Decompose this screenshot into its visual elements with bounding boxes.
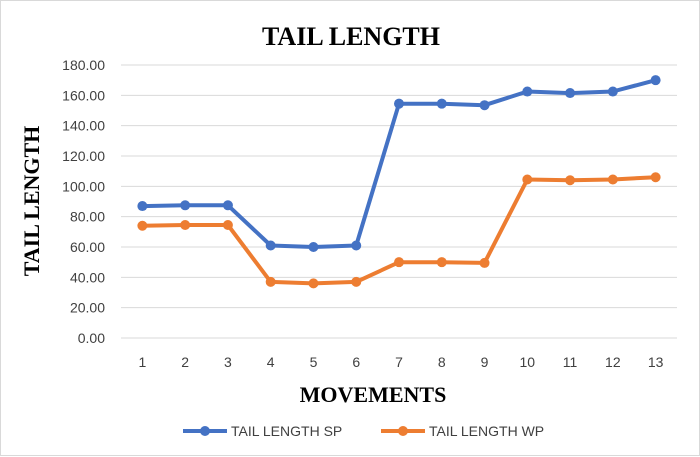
- data-point: [308, 278, 319, 289]
- chart-title: TAIL LENGTH: [262, 22, 440, 51]
- data-point: [565, 175, 576, 186]
- data-point: [479, 100, 490, 111]
- y-tick-label: 40.00: [70, 269, 105, 285]
- x-tick-label: 3: [224, 354, 232, 370]
- data-point: [394, 257, 404, 268]
- data-point: [265, 240, 276, 251]
- data-point: [308, 242, 319, 252]
- y-tick-label: 120.00: [62, 148, 105, 164]
- data-point: [222, 200, 233, 211]
- data-point: [565, 88, 576, 99]
- data-point: [650, 172, 661, 183]
- data-point: [394, 98, 404, 109]
- legend: TAIL LENGTH SP TAIL LENGTH WP: [183, 423, 544, 439]
- x-tick-label: 9: [481, 354, 489, 370]
- y-axis-ticks: 0.00 20.00 40.00 60.00 80.00 100.00 120.00 140.…: [62, 57, 105, 346]
- data-point: [436, 257, 447, 268]
- data-point: [650, 75, 661, 86]
- y-tick-label: 60.00: [70, 239, 105, 255]
- legend-swatch-marker: [398, 426, 408, 436]
- x-tick-label: 4: [267, 354, 275, 370]
- data-point: [607, 86, 618, 97]
- data-point: [351, 276, 362, 287]
- x-tick-label: 13: [648, 354, 664, 370]
- y-tick-label: 140.00: [62, 118, 105, 134]
- data-point: [137, 201, 148, 212]
- x-axis-ticks: 1 2 3 4 5 6 7 8 9 10 11 12 13: [138, 354, 663, 370]
- data-point: [180, 220, 191, 231]
- y-tick-label: 100.00: [62, 178, 105, 194]
- data-point: [436, 98, 447, 109]
- data-point: [522, 86, 533, 97]
- x-tick-label: 6: [352, 354, 360, 370]
- gridlines: [121, 64, 677, 339]
- legend-swatch-marker: [200, 426, 210, 436]
- x-tick-label: 10: [520, 354, 536, 370]
- x-tick-label: 11: [563, 354, 578, 370]
- data-point: [479, 257, 490, 268]
- y-tick-label: 160.00: [62, 87, 105, 103]
- x-tick-label: 1: [138, 354, 146, 370]
- y-axis-title: TAIL LENGTH: [19, 126, 44, 277]
- x-tick-label: 7: [395, 354, 403, 370]
- data-point: [180, 200, 191, 211]
- x-tick-label: 5: [310, 354, 318, 370]
- y-tick-label: 80.00: [70, 209, 105, 225]
- legend-label: TAIL LENGTH SP: [231, 423, 342, 439]
- x-tick-label: 12: [605, 354, 621, 370]
- series-line-2: [140, 175, 658, 286]
- data-point: [137, 220, 148, 231]
- y-tick-label: 0.00: [78, 330, 105, 346]
- data-point: [265, 276, 276, 287]
- data-point: [607, 174, 618, 185]
- series-lines: [140, 78, 658, 286]
- data-point: [351, 240, 362, 251]
- x-tick-label: 8: [438, 354, 446, 370]
- data-point: [222, 220, 233, 231]
- y-tick-label: 180.00: [62, 57, 105, 73]
- x-axis-title: MOVEMENTS: [300, 382, 447, 407]
- data-point: [522, 174, 533, 185]
- x-tick-label: 2: [181, 354, 189, 370]
- series-points: [137, 75, 661, 289]
- legend-label: TAIL LENGTH WP: [429, 423, 544, 439]
- y-tick-label: 20.00: [70, 300, 105, 316]
